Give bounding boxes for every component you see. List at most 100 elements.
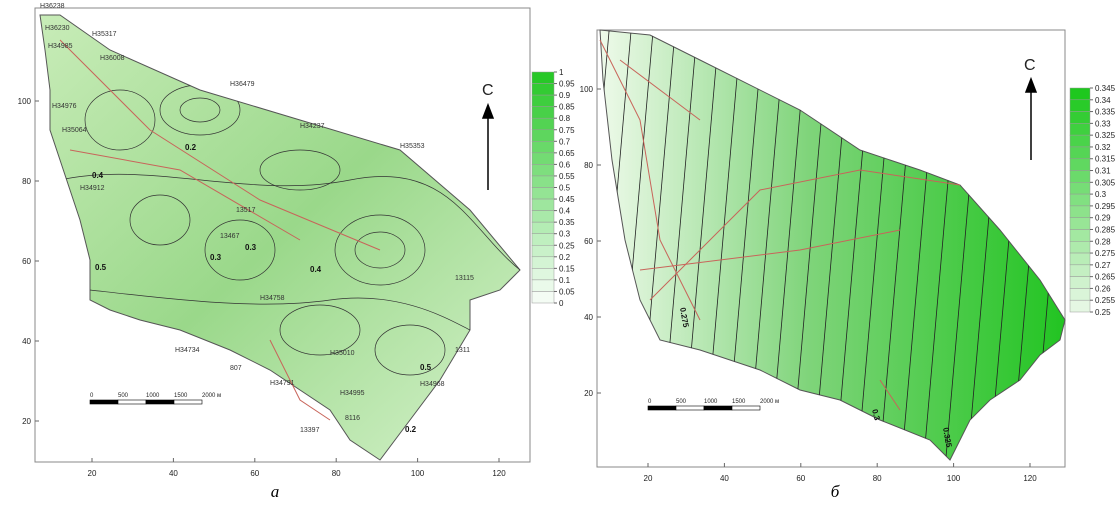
colorbar-cell — [1070, 159, 1090, 171]
x-tick-label: 120 — [1023, 474, 1037, 483]
caption: а — [271, 482, 280, 501]
scale-bar-segment — [732, 406, 760, 410]
well-label: 8116 — [345, 415, 360, 422]
colorbar-cell — [1070, 112, 1090, 124]
colorbar-cell — [532, 153, 554, 165]
x-tick-label: 80 — [873, 474, 882, 483]
colorbar-label: 0.05 — [559, 287, 575, 296]
colorbar-cell — [532, 130, 554, 142]
well-label: 807 — [230, 365, 242, 372]
colorbar-label: 0.45 — [559, 195, 575, 204]
colorbar-label: 0.34 — [1095, 96, 1111, 105]
well-label: H34237 — [300, 123, 325, 130]
x-tick-label: 40 — [720, 474, 729, 483]
colorbar-cell — [1070, 194, 1090, 206]
colorbar-cell — [1070, 123, 1090, 135]
colorbar-label: 1 — [559, 68, 564, 77]
colorbar-cell — [532, 164, 554, 176]
x-tick-label: 100 — [411, 469, 425, 478]
well-label: H36230 — [45, 25, 70, 32]
colorbar-label: 0.315 — [1095, 155, 1116, 164]
y-tick-label: 100 — [580, 85, 594, 94]
colorbar-cell — [1070, 277, 1090, 289]
well-label: 1311 — [455, 347, 470, 354]
scale-bar-label: 500 — [676, 399, 687, 405]
colorbar-label: 0.32 — [1095, 143, 1111, 152]
well-label: H35353 — [400, 143, 425, 150]
x-tick-label: 40 — [169, 469, 178, 478]
colorbar-cell — [532, 199, 554, 211]
colorbar-label: 0.345 — [1095, 84, 1116, 93]
scale-bar-segment — [146, 400, 174, 404]
y-tick-label: 20 — [22, 417, 31, 426]
contour-label: 0.4 — [92, 171, 104, 180]
y-tick-label: 40 — [584, 313, 593, 322]
colorbar-label: 0.26 — [1095, 284, 1111, 293]
colorbar-label: 0.29 — [1095, 214, 1111, 223]
scale-bar-label: 2000 м — [760, 399, 779, 405]
colorbar-label: 0.8 — [559, 114, 571, 123]
colorbar-label: 0.95 — [559, 80, 575, 89]
y-tick-label: 60 — [22, 257, 31, 266]
colorbar-cell — [1070, 206, 1090, 218]
scale-bar-segment — [174, 400, 202, 404]
colorbar-cell — [1070, 100, 1090, 112]
colorbar-label: 0.335 — [1095, 108, 1116, 117]
colorbar-label: 0.25 — [559, 241, 575, 250]
contour-label: 0.5 — [95, 263, 107, 272]
colorbar-label: 0.27 — [1095, 261, 1111, 270]
scale-bar-label: 1000 — [704, 399, 718, 405]
well-label: H34976 — [52, 103, 77, 110]
x-tick-label: 120 — [492, 469, 506, 478]
scale-bar-label: 1000 — [146, 393, 160, 399]
well-label: H35010 — [330, 350, 355, 357]
colorbar-cell — [532, 268, 554, 280]
scale-bar-label: 1500 — [732, 399, 746, 405]
colorbar-label: 0.33 — [1095, 119, 1111, 128]
colorbar-label: 0.255 — [1095, 296, 1116, 305]
colorbar-label: 0.35 — [559, 218, 575, 227]
scale-bar-segment — [648, 406, 676, 410]
colorbar-label: 0.5 — [559, 184, 571, 193]
colorbar-cell — [1070, 288, 1090, 300]
colorbar-label: 0.7 — [559, 137, 571, 146]
scale-bar-label: 1500 — [174, 393, 188, 399]
colorbar-cell — [1070, 147, 1090, 159]
north-label: С — [1024, 57, 1036, 74]
colorbar-cell — [532, 234, 554, 246]
x-tick-label: 60 — [796, 474, 805, 483]
colorbar-label: 0.275 — [1095, 249, 1116, 258]
colorbar-label: 0.9 — [559, 91, 571, 100]
colorbar-label: 0.55 — [559, 172, 575, 181]
y-tick-label: 80 — [22, 177, 31, 186]
colorbar-cell — [532, 257, 554, 269]
well-label: 13115 — [455, 275, 474, 282]
colorbar-cell — [532, 72, 554, 84]
x-tick-label: 80 — [332, 469, 341, 478]
well-label: H35317 — [92, 31, 117, 38]
colorbar-cell — [532, 141, 554, 153]
colorbar-cell — [532, 118, 554, 130]
contour-label: 0.4 — [310, 265, 322, 274]
x-tick-label: 20 — [88, 469, 97, 478]
caption: б — [831, 482, 840, 501]
colorbar-label: 0.75 — [559, 126, 575, 135]
contour-label: 0.2 — [405, 425, 417, 434]
colorbar-cell — [1070, 300, 1090, 312]
colorbar-cell — [1070, 253, 1090, 265]
colorbar-cell — [532, 176, 554, 188]
colorbar-cell — [532, 95, 554, 107]
scale-bar-label: 500 — [118, 393, 129, 399]
y-tick-label: 100 — [18, 97, 32, 106]
colorbar-cell — [532, 291, 554, 303]
colorbar-label: 0.265 — [1095, 273, 1116, 282]
colorbar-label: 0.3 — [559, 230, 571, 239]
contour-label: 0.3 — [245, 243, 257, 252]
colorbar-cell — [1070, 88, 1090, 100]
colorbar-label: 0.6 — [559, 160, 571, 169]
colorbar-cell — [532, 280, 554, 292]
colorbar-label: 0 — [559, 299, 564, 308]
colorbar-label: 0.31 — [1095, 167, 1111, 176]
well-label: H34791 — [270, 380, 295, 387]
y-tick-label: 40 — [22, 337, 31, 346]
